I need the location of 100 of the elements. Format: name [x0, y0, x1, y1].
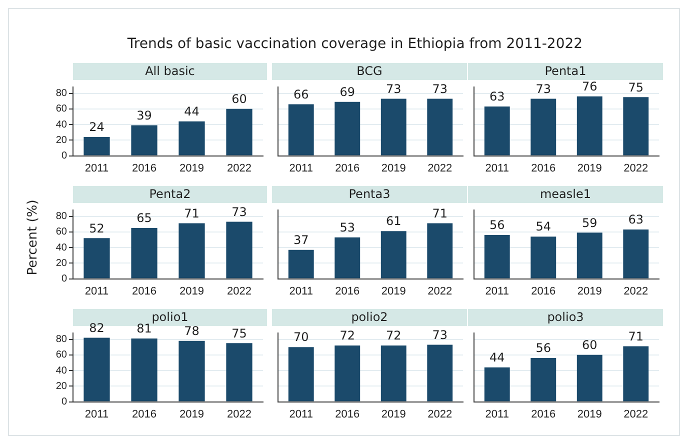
x-tick-label: 2016 [335, 408, 360, 420]
data-label: 72 [340, 328, 356, 343]
x-tick-label: 2016 [335, 285, 360, 298]
y-axis-title: Percent (%) [26, 198, 40, 278]
x-tick-label: 2019 [381, 162, 406, 174]
bar [178, 223, 205, 278]
bar [427, 223, 453, 278]
data-label: 44 [489, 350, 505, 365]
x-tick-label: 2019 [577, 408, 602, 420]
data-label: 54 [536, 220, 552, 234]
x-tick-label: 2016 [132, 162, 156, 174]
x-tick-label: 2019 [381, 285, 406, 298]
chart-subtitle: Penta1 [468, 63, 663, 80]
data-label: 65 [136, 211, 152, 226]
bar [623, 230, 649, 278]
bar [623, 346, 649, 402]
data-label: 53 [340, 220, 356, 234]
x-tick-label: 2011 [289, 162, 313, 174]
x-tick-label: 2022 [428, 408, 452, 420]
data-label: 39 [136, 108, 152, 122]
y-tick-label: 60 [56, 350, 68, 361]
y-tick-label: 60 [56, 226, 68, 238]
data-label: 59 [582, 216, 598, 230]
x-tick-label: 2022 [428, 162, 452, 174]
x-tick-label: 2022 [624, 285, 648, 298]
data-label: 52 [89, 221, 104, 236]
x-tick-label: 2019 [180, 408, 204, 420]
data-label: 75 [232, 326, 247, 340]
x-tick-label: 2016 [335, 162, 360, 174]
x-tick-label: 2011 [289, 285, 313, 298]
x-tick-label: 2011 [485, 162, 509, 174]
bar [576, 232, 602, 278]
chart-subtitle: Penta2 [73, 186, 267, 203]
data-label: 56 [489, 218, 505, 232]
chart-subtitle: measle1 [468, 186, 663, 203]
y-tick-label: 40 [56, 242, 68, 254]
y-tick-label: 40 [56, 365, 68, 376]
x-tick-label: 2016 [531, 162, 556, 174]
x-tick-label: 2022 [624, 408, 648, 420]
data-label: 24 [89, 120, 104, 134]
data-label: 60 [232, 92, 247, 106]
y-tick-label: 60 [56, 104, 68, 115]
data-label: 61 [386, 214, 402, 228]
bar [484, 367, 510, 402]
y-tick-label: 20 [56, 134, 68, 146]
y-tick-label: 0 [61, 150, 68, 162]
data-label: 44 [184, 104, 200, 119]
x-tick-label: 2019 [180, 162, 204, 174]
chart-subtitle: polio3 [468, 309, 663, 326]
data-label: 73 [232, 204, 247, 219]
x-tick-label: 2022 [227, 162, 252, 174]
chart-subtitle: polio2 [272, 309, 467, 326]
data-label: 82 [89, 320, 104, 335]
y-tick-label: 80 [56, 334, 68, 346]
y-tick-label: 0 [61, 274, 68, 285]
data-label: 71 [184, 206, 200, 220]
x-tick-label: 2019 [577, 162, 602, 174]
data-label: 75 [628, 80, 644, 94]
x-tick-label: 2011 [485, 285, 509, 298]
data-label: 60 [582, 338, 598, 352]
bar [131, 125, 158, 156]
data-label: 37 [293, 233, 309, 247]
x-tick-label: 2022 [624, 162, 648, 174]
chart-subtitle: polio1 [152, 310, 188, 324]
data-label: 69 [340, 84, 356, 99]
data-label: 73 [432, 328, 448, 342]
x-tick-label: 2011 [289, 408, 313, 420]
x-tick-label: 2011 [485, 408, 509, 420]
x-tick-label: 2019 [381, 408, 406, 420]
y-tick-label: 0 [61, 396, 68, 408]
x-tick-label: 2016 [531, 285, 556, 298]
bar [334, 237, 360, 278]
data-label: 73 [432, 82, 448, 96]
data-label: 70 [293, 330, 309, 344]
x-tick-label: 2011 [84, 408, 109, 420]
x-tick-label: 2022 [428, 285, 452, 298]
text: Trends of basic vaccination coverage in Ethiopia from 2011-2022 [126, 36, 584, 52]
bar [576, 354, 602, 402]
bar [288, 250, 314, 278]
x-tick-label: 2016 [531, 408, 556, 420]
data-label: 71 [432, 206, 448, 220]
bar [530, 358, 556, 402]
data-label: 56 [536, 341, 552, 356]
bar [484, 235, 510, 278]
bar [380, 231, 406, 278]
data-label: 63 [628, 212, 644, 227]
x-tick-label: 2022 [227, 408, 252, 420]
x-tick-label: 2011 [84, 162, 109, 174]
data-label: 73 [536, 82, 552, 96]
x-tick-label: 2019 [577, 285, 602, 298]
data-label: 73 [386, 82, 402, 96]
bar [226, 108, 252, 156]
data-label: 72 [386, 328, 402, 343]
x-tick-label: 2011 [84, 285, 109, 298]
data-label: 81 [136, 322, 152, 336]
y-tick-label: 80 [56, 211, 68, 222]
data-label: 78 [184, 324, 200, 338]
chart-subtitle: Penta3 [272, 186, 467, 203]
x-tick-label: 2016 [132, 285, 156, 298]
bar [530, 236, 556, 278]
